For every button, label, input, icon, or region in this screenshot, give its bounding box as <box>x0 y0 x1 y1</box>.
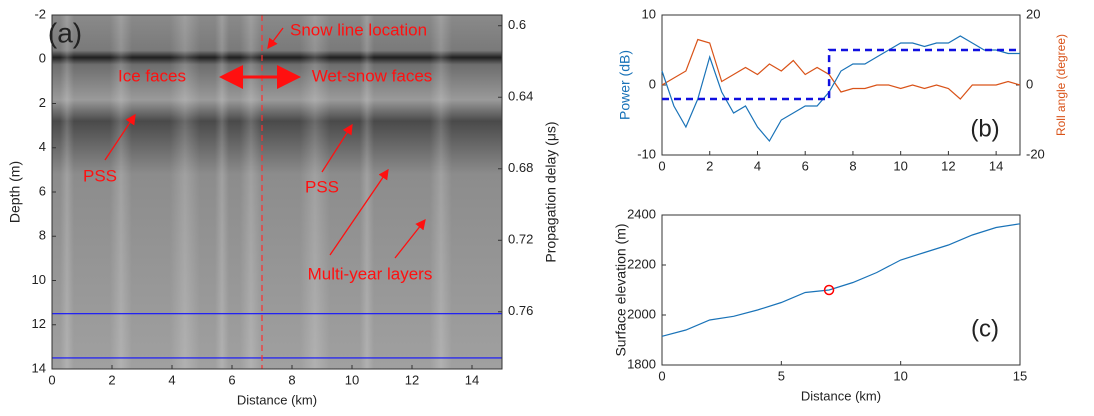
series-line <box>661 38 1021 100</box>
y2-tick-label: 0.76 <box>508 303 533 318</box>
x-tick-label: 15 <box>1013 368 1027 383</box>
radargram-streak <box>170 15 200 369</box>
y-tick-label: 12 <box>32 316 46 331</box>
annotation: Snow line location <box>290 20 427 39</box>
x-tick-label: 10 <box>345 372 359 387</box>
panel-label: (b) <box>970 115 999 142</box>
annotation: PSS <box>83 166 117 185</box>
marker <box>823 284 835 296</box>
radargram-streak <box>300 15 330 369</box>
x-tick-label: 0 <box>48 372 55 387</box>
radargram-streak <box>110 15 132 369</box>
x-tick-label: 14 <box>465 372 479 387</box>
annotation: Multi-year layers <box>308 264 433 283</box>
x-tick-label: 10 <box>893 368 907 383</box>
y-tick-label: 8 <box>39 228 46 243</box>
arrow <box>321 123 353 173</box>
x-tick-label: 0 <box>658 158 665 173</box>
x-tick-label: 5 <box>778 368 785 383</box>
x-tick-label: 2 <box>108 372 115 387</box>
series-line <box>661 223 1021 337</box>
arrow <box>267 27 284 50</box>
y-axis-label: Surface elevation (m) <box>613 223 629 356</box>
x-axis-label: Distance (km) <box>801 388 881 403</box>
y-tick-label: 10 <box>32 272 46 287</box>
y-tick-label: -10 <box>637 146 656 161</box>
x-tick-label: 0 <box>658 368 665 383</box>
series-line <box>661 35 1020 143</box>
x-tick-label: 4 <box>754 158 761 173</box>
arrow <box>104 113 136 161</box>
annotation: PSS <box>305 177 339 196</box>
y2-tick-label: 0.64 <box>508 89 533 104</box>
y2-tick-label: 20 <box>1026 6 1040 21</box>
annotation: Ice faces <box>118 66 186 85</box>
annotation: Wet-snow faces <box>312 66 433 85</box>
radargram-streak <box>360 15 374 369</box>
y-tick-label: 0 <box>649 76 656 91</box>
y-tick-label: -2 <box>34 6 46 21</box>
x-tick-label: 10 <box>893 158 907 173</box>
y2-tick-label: -20 <box>1026 146 1045 161</box>
x-tick-label: 6 <box>228 372 235 387</box>
y-tick-label: 4 <box>39 139 46 154</box>
arrow <box>329 168 389 256</box>
y-tick-label: 0 <box>39 51 46 66</box>
x-tick-label: 4 <box>168 372 175 387</box>
y-axis-label: Depth (m) <box>7 161 23 223</box>
x-tick-label: 12 <box>941 158 955 173</box>
plot-frame <box>661 214 1021 366</box>
x-tick-label: 14 <box>989 158 1003 173</box>
y-tick-label: 2400 <box>627 206 656 221</box>
radargram-streak <box>60 15 74 369</box>
panel-label: (a) <box>48 17 82 48</box>
x-axis-label: Distance (km) <box>237 392 317 407</box>
y2-tick-label: 0.72 <box>508 232 533 247</box>
y2-axis-label: Propagation delay (μs) <box>543 121 559 262</box>
y-tick-label: 2000 <box>627 306 656 321</box>
y-tick-label: 1800 <box>627 356 656 371</box>
radargram-streak <box>215 15 229 369</box>
y2-tick-label: 0.6 <box>508 17 526 32</box>
x-tick-label: 8 <box>849 158 856 173</box>
y-tick-label: 2 <box>39 95 46 110</box>
panel-label: (c) <box>971 315 999 342</box>
y-tick-label: 14 <box>32 360 46 375</box>
y2-tick-label: 0.68 <box>508 160 533 175</box>
y-tick-label: 2200 <box>627 256 656 271</box>
y-axis-label: Power (dB) <box>617 50 633 120</box>
x-tick-label: 8 <box>288 372 295 387</box>
y2-tick-label: 0 <box>1026 76 1033 91</box>
x-tick-label: 6 <box>802 158 809 173</box>
y2-axis-label: Roll angle (degree) <box>1054 34 1068 136</box>
radargram-streak <box>240 15 262 369</box>
plot-frame <box>661 14 1021 156</box>
radargram-streak <box>430 15 452 369</box>
x-tick-label: 12 <box>405 372 419 387</box>
arrow <box>394 218 426 259</box>
y-tick-label: 6 <box>39 183 46 198</box>
x-tick-label: 2 <box>706 158 713 173</box>
y-tick-label: 10 <box>642 6 656 21</box>
